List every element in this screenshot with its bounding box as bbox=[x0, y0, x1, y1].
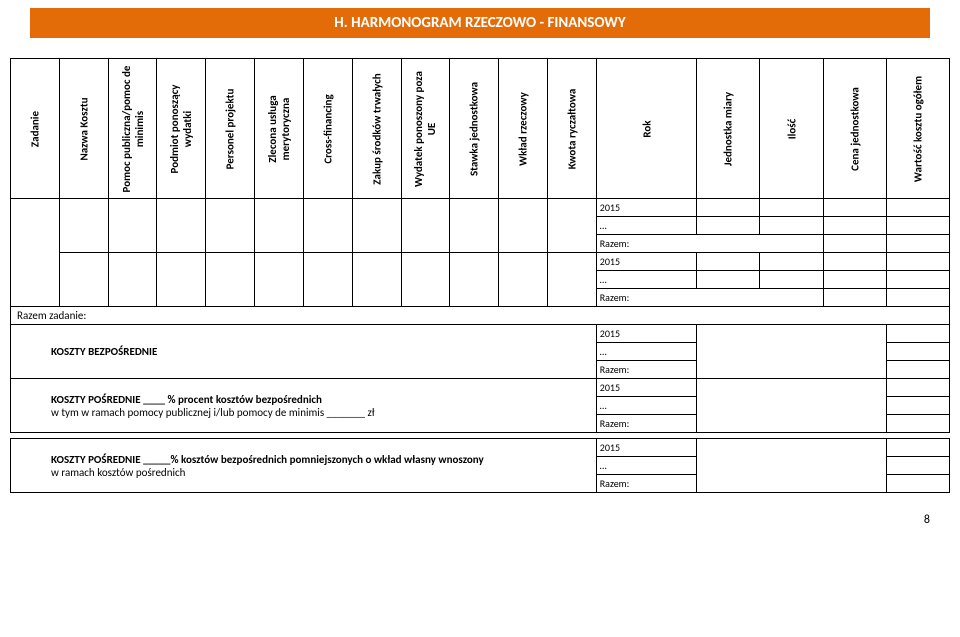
cell-year: 2015 bbox=[596, 325, 697, 343]
table-row: 2015 bbox=[11, 199, 950, 217]
col-wklad: Wkład rzeczowy bbox=[499, 59, 548, 199]
col-podmiot: Podmiot ponoszący wydatki bbox=[157, 59, 206, 199]
col-kwota: Kwota ryczałtowa bbox=[547, 59, 596, 199]
cell-dots: … bbox=[596, 217, 697, 235]
cell-dots: … bbox=[596, 343, 697, 361]
col-wartosc: Wartość kosztu ogółem bbox=[886, 59, 949, 199]
koszty-posrednie-label: KOSZTY POŚREDNIE ____ % procent kosztów … bbox=[11, 379, 597, 433]
cell-razem: Razem: bbox=[596, 361, 697, 379]
col-nazwa-kosztu: Nazwa Kosztu bbox=[59, 59, 108, 199]
table-row: 2015 bbox=[11, 253, 950, 271]
cell-razem: Razem: bbox=[596, 235, 823, 253]
table-container: Zadanie Nazwa Kosztu Pomoc publiczna/pom… bbox=[0, 38, 960, 503]
cell-year: 2015 bbox=[596, 199, 697, 217]
koszty-bezposrednie-row: KOSZTY BEZPOŚREDNIE 2015 bbox=[11, 325, 950, 343]
col-personel: Personel projektu bbox=[206, 59, 255, 199]
koszty-posrednie2-row: KOSZTY POŚREDNIE _____% kosztów bezpośre… bbox=[11, 439, 950, 457]
col-pomoc: Pomoc publiczna/pomoc de minimis bbox=[108, 59, 157, 199]
col-zadanie: Zadanie bbox=[11, 59, 60, 199]
razem-zadanie-label: Razem zadanie: bbox=[11, 307, 950, 325]
cell-dots: … bbox=[596, 397, 697, 415]
col-cross: Cross-financing bbox=[303, 59, 352, 199]
cell-year: 2015 bbox=[596, 253, 697, 271]
section-header: H. HARMONOGRAM RZECZOWO - FINANSOWY bbox=[30, 8, 930, 38]
col-zakup: Zakup środków trwałych bbox=[352, 59, 401, 199]
col-rok: Rok bbox=[596, 59, 697, 199]
koszty-posrednie-row: KOSZTY POŚREDNIE ____ % procent kosztów … bbox=[11, 379, 950, 397]
cell-dots: … bbox=[596, 457, 697, 475]
cell-year: 2015 bbox=[596, 439, 697, 457]
col-wydatek: Wydatek ponoszony poza UE bbox=[401, 59, 450, 199]
col-stawka: Stawka jednostkowa bbox=[450, 59, 499, 199]
cell-dots: … bbox=[596, 271, 697, 289]
harmonogram-table: Zadanie Nazwa Kosztu Pomoc publiczna/pom… bbox=[10, 58, 950, 493]
cell-year: 2015 bbox=[596, 379, 697, 397]
cell-razem: Razem: bbox=[596, 289, 823, 307]
col-ilosc: Ilość bbox=[760, 59, 823, 199]
cell-razem: Razem: bbox=[596, 415, 697, 433]
cell-razem: Razem: bbox=[596, 475, 697, 493]
header-row: Zadanie Nazwa Kosztu Pomoc publiczna/pom… bbox=[11, 59, 950, 199]
section-title: H. HARMONOGRAM RZECZOWO - FINANSOWY bbox=[334, 14, 625, 32]
col-cena: Cena jednostkowa bbox=[823, 59, 886, 199]
col-jednostka: Jednostka miary bbox=[697, 59, 760, 199]
koszty-bezposrednie-label: KOSZTY BEZPOŚREDNIE bbox=[11, 325, 597, 379]
koszty-posrednie2-label: KOSZTY POŚREDNIE _____% kosztów bezpośre… bbox=[11, 439, 597, 493]
page-number: 8 bbox=[0, 503, 960, 535]
col-zlecona: Zlecona usługa merytoryczna bbox=[255, 59, 304, 199]
razem-zadanie-row: Razem zadanie: bbox=[11, 307, 950, 325]
